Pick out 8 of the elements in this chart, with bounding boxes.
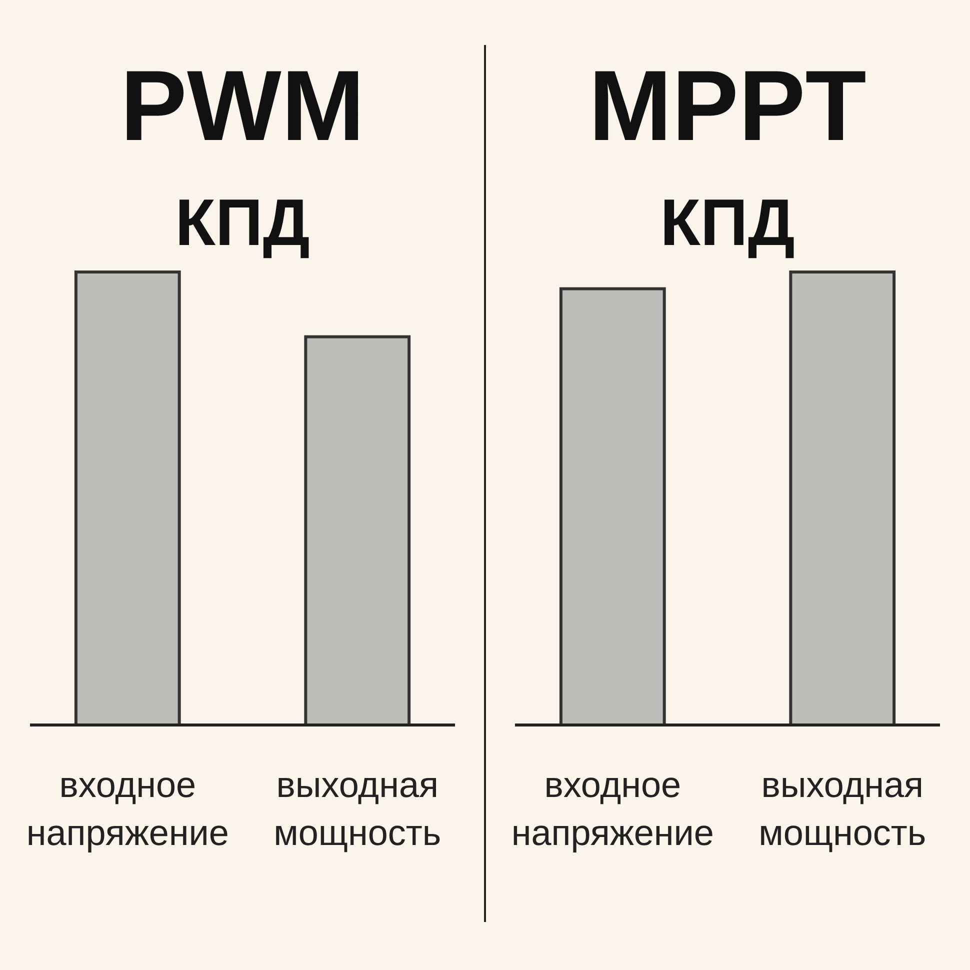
chart-title: PWM	[120, 50, 365, 162]
x-tick-label: выходная мощность	[758, 764, 926, 853]
chart-subtitle: КПД	[660, 185, 795, 259]
chart-title: MPPT	[588, 50, 866, 162]
x-tick-label: входное напряжение	[511, 764, 714, 853]
chart-subtitle: КПД	[175, 185, 310, 259]
x-tick-label: выходная мощность	[274, 764, 442, 853]
x-tick-label: входное напряжение	[26, 764, 229, 853]
